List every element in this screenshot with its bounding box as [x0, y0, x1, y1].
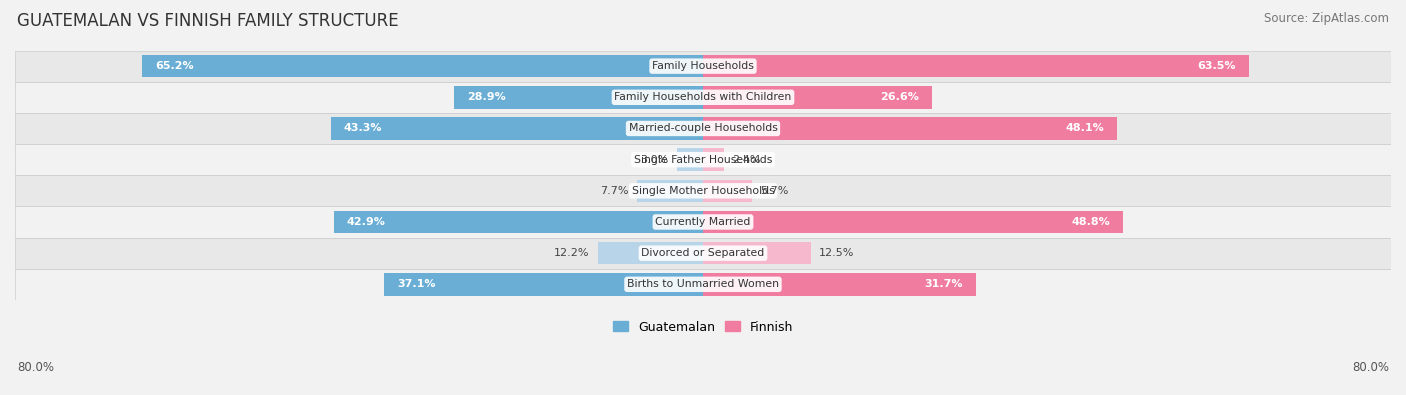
Bar	[142, 55, 703, 77]
Legend: Guatemalan, Finnish: Guatemalan, Finnish	[607, 316, 799, 339]
Bar	[637, 180, 703, 202]
Bar	[15, 207, 1391, 237]
Text: Family Households: Family Households	[652, 61, 754, 71]
Text: 5.7%: 5.7%	[761, 186, 789, 196]
Bar	[15, 51, 1391, 82]
Bar	[703, 273, 976, 295]
Bar	[678, 149, 703, 171]
Text: Currently Married: Currently Married	[655, 217, 751, 227]
Text: Married-couple Households: Married-couple Households	[628, 124, 778, 134]
Text: Single Father Households: Single Father Households	[634, 154, 772, 165]
Text: 80.0%: 80.0%	[17, 361, 53, 374]
Text: 80.0%: 80.0%	[1353, 361, 1389, 374]
Bar	[454, 86, 703, 109]
Bar	[15, 175, 1391, 207]
Text: 48.8%: 48.8%	[1071, 217, 1109, 227]
Bar	[15, 237, 1391, 269]
Bar	[703, 211, 1122, 233]
Bar	[15, 113, 1391, 144]
Text: 28.9%: 28.9%	[467, 92, 506, 102]
Bar	[703, 180, 752, 202]
Bar	[335, 211, 703, 233]
Bar	[598, 242, 703, 264]
Bar	[703, 117, 1116, 140]
Bar	[15, 82, 1391, 113]
Bar	[703, 86, 932, 109]
Text: Source: ZipAtlas.com: Source: ZipAtlas.com	[1264, 12, 1389, 25]
Bar	[384, 273, 703, 295]
Text: Divorced or Separated: Divorced or Separated	[641, 248, 765, 258]
Text: 48.1%: 48.1%	[1064, 124, 1104, 134]
Text: 3.0%: 3.0%	[640, 154, 669, 165]
Bar	[15, 144, 1391, 175]
Text: 7.7%: 7.7%	[600, 186, 628, 196]
Text: 12.5%: 12.5%	[820, 248, 855, 258]
Text: 37.1%: 37.1%	[396, 279, 436, 289]
Text: Births to Unmarried Women: Births to Unmarried Women	[627, 279, 779, 289]
Text: 43.3%: 43.3%	[343, 124, 382, 134]
Bar	[15, 269, 1391, 300]
Text: 31.7%: 31.7%	[924, 279, 963, 289]
Text: 26.6%: 26.6%	[880, 92, 920, 102]
Text: Family Households with Children: Family Households with Children	[614, 92, 792, 102]
Bar	[703, 242, 810, 264]
Text: GUATEMALAN VS FINNISH FAMILY STRUCTURE: GUATEMALAN VS FINNISH FAMILY STRUCTURE	[17, 12, 398, 30]
Text: 12.2%: 12.2%	[554, 248, 589, 258]
Text: 2.4%: 2.4%	[733, 154, 761, 165]
Text: Single Mother Households: Single Mother Households	[631, 186, 775, 196]
Bar	[703, 55, 1249, 77]
Text: 63.5%: 63.5%	[1198, 61, 1236, 71]
Text: 65.2%: 65.2%	[155, 61, 194, 71]
Bar	[703, 149, 724, 171]
Text: 42.9%: 42.9%	[347, 217, 385, 227]
Bar	[330, 117, 703, 140]
